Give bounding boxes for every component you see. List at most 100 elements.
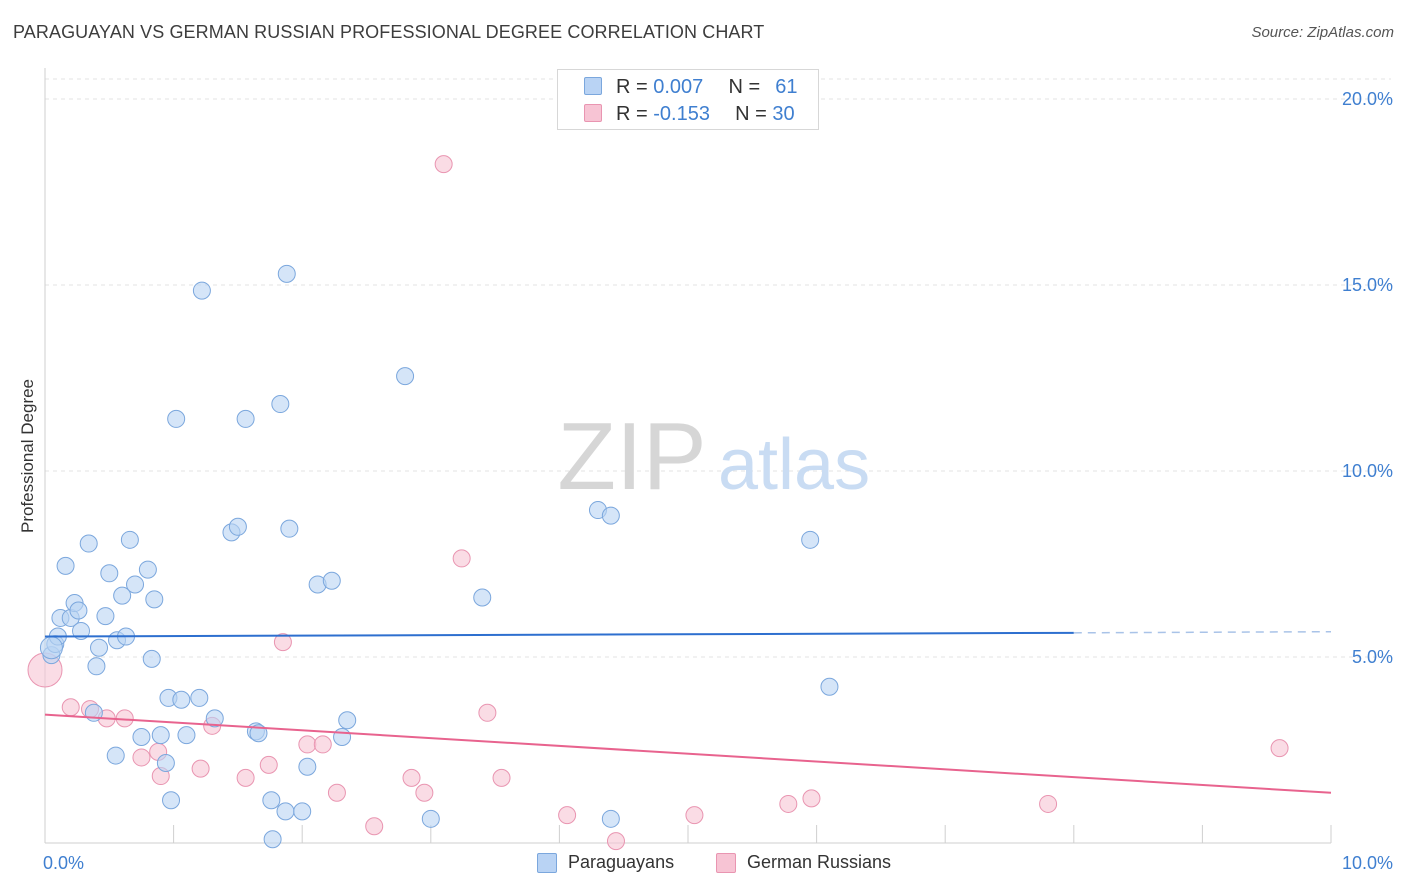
paraguayans-point xyxy=(177,726,196,745)
paraguayans-point xyxy=(56,556,75,575)
paraguayans-point xyxy=(190,688,209,707)
paraguayans-point xyxy=(192,281,211,300)
paraguayans-point xyxy=(249,724,268,743)
german-russians-point xyxy=(452,549,471,568)
paraguayans-point xyxy=(113,586,132,605)
german-russians-point xyxy=(327,783,346,802)
paraguayans-point xyxy=(167,409,186,428)
paraguayans-trend-extension xyxy=(1073,630,1332,634)
paraguayans-point xyxy=(39,636,63,660)
y-tick-label: 15.0% xyxy=(1342,275,1393,295)
paraguayans-trend-line xyxy=(44,631,1074,638)
paraguayans-point xyxy=(263,830,282,849)
watermark-atlas: atlas xyxy=(718,425,870,505)
paraguayans-point xyxy=(162,791,181,810)
german-russians-point xyxy=(606,832,625,851)
n-label: N = xyxy=(728,75,761,98)
german-russians-point xyxy=(298,735,317,754)
paraguayans-point xyxy=(151,726,170,745)
paraguayans-point xyxy=(72,621,91,640)
paraguayans-point xyxy=(87,657,106,676)
german-russians-point xyxy=(236,768,255,787)
paraguayans-point xyxy=(156,754,175,773)
german-russians-point xyxy=(685,806,704,825)
german-russians-point xyxy=(478,703,497,722)
r-value-german-russians: -0.153 xyxy=(653,102,710,125)
german-russians-point xyxy=(402,768,421,787)
paraguayans-point xyxy=(601,809,620,828)
german-russians-point xyxy=(434,155,453,174)
paraguayans-point xyxy=(280,519,299,538)
source-label: Source: ZipAtlas.com xyxy=(1251,24,1394,41)
axes xyxy=(44,68,1332,844)
r-value-paraguayans: 0.007 xyxy=(653,75,704,98)
german-russians-point xyxy=(779,794,798,813)
x-tick-label: 0.0% xyxy=(43,853,84,873)
paraguayans-point xyxy=(79,534,98,553)
paraguayans-point xyxy=(106,746,125,765)
paraguayans-legend-label: Paraguayans xyxy=(568,852,675,872)
paraguayans-point xyxy=(276,802,295,821)
paraguayans-point xyxy=(262,791,281,810)
paraguayans-swatch xyxy=(584,77,602,95)
paraguayans-point xyxy=(138,560,157,579)
r-label: R = xyxy=(616,75,648,98)
paraguayans-point xyxy=(396,367,415,386)
y-tick-label: 5.0% xyxy=(1352,647,1393,667)
german-russians-swatch xyxy=(584,104,602,122)
paraguayans-point xyxy=(96,607,115,626)
n-value-paraguayans: 61 xyxy=(775,75,798,98)
german-russians-legend-label: German Russians xyxy=(747,852,892,872)
y-tick-label: 20.0% xyxy=(1342,89,1393,109)
paraguayans-points xyxy=(39,264,839,849)
german-russians-legend-swatch xyxy=(716,853,736,873)
paraguayans-point xyxy=(277,264,296,283)
paraguayans-point xyxy=(142,649,161,668)
paraguayans-legend-swatch xyxy=(537,853,557,873)
german-russians-point xyxy=(61,698,80,717)
paraguayans-point xyxy=(601,506,620,525)
german-russians-point xyxy=(273,633,292,652)
paraguayans-point xyxy=(69,601,88,620)
watermark-zip: ZIP xyxy=(557,403,706,510)
paraguayans-point xyxy=(145,590,164,609)
german-russians-point xyxy=(558,806,577,825)
trend-lines xyxy=(44,630,1332,794)
grid-lines xyxy=(45,78,1391,658)
german-russians-point xyxy=(492,768,511,787)
german-russians-point xyxy=(802,789,821,808)
paraguayans-point xyxy=(100,564,119,583)
paraguayans-point xyxy=(236,409,255,428)
paraguayans-point xyxy=(298,757,317,776)
german-russians-point xyxy=(365,817,384,836)
paraguayans-point xyxy=(228,517,247,536)
tick-labels: 5.0% 10.0% 15.0% 20.0% 0.0% 10.0% xyxy=(43,89,1393,873)
stats-legend: R = 0.007 N = 61 R = -0.153 N = 30 xyxy=(557,69,819,130)
german-russians-point xyxy=(132,748,151,767)
german-russians-point xyxy=(313,735,332,754)
german-russians-point xyxy=(415,783,434,802)
paraguayans-point xyxy=(338,711,357,730)
paraguayans-point xyxy=(293,802,312,821)
german-russians-point xyxy=(191,759,210,778)
n-value-german-russians: 30 xyxy=(772,102,795,125)
german-russians-point xyxy=(1039,794,1058,813)
german-russians-point xyxy=(259,755,278,774)
german-russians-trend-line xyxy=(44,713,1332,794)
paraguayans-point xyxy=(801,530,820,549)
paraguayans-point xyxy=(271,395,290,414)
paraguayans-point xyxy=(473,588,492,607)
paraguayans-point xyxy=(820,677,839,696)
paraguayans-point xyxy=(172,690,191,709)
paraguayans-point xyxy=(205,709,224,728)
paraguayans-point xyxy=(421,809,440,828)
r-label: R = xyxy=(616,102,648,125)
chart-title: PARAGUAYAN VS GERMAN RUSSIAN PROFESSIONA… xyxy=(13,22,765,42)
paraguayans-point xyxy=(333,727,352,746)
watermark: ZIP atlas xyxy=(557,403,870,510)
paraguayans-point xyxy=(126,575,145,594)
paraguayans-point xyxy=(90,638,109,657)
n-label: N = xyxy=(735,102,767,125)
german-russians-point xyxy=(1270,739,1289,758)
